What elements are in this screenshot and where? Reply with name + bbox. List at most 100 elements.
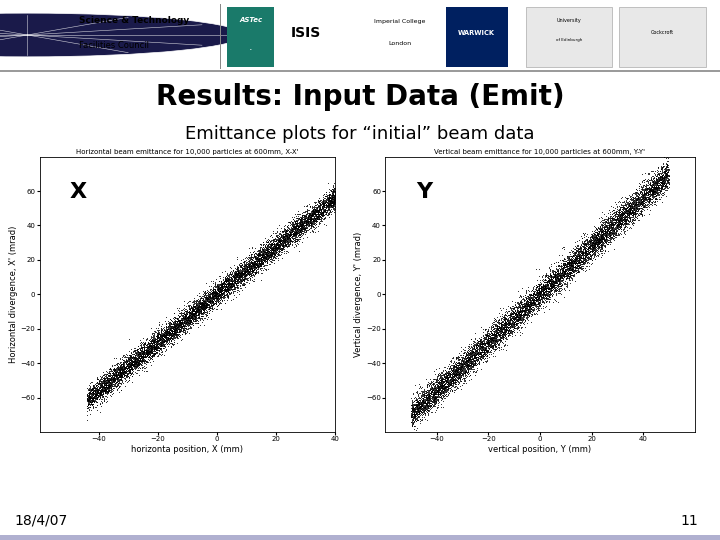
Point (264, 237, 276, 245)
Point (443, 377, 454, 386)
Point (410, 394, 422, 403)
Point (482, 341, 494, 350)
Point (94, 390, 106, 399)
Point (178, 315, 189, 324)
Point (332, 192, 343, 201)
Point (411, 387, 423, 395)
Point (274, 246, 285, 255)
Point (276, 232, 287, 241)
Point (546, 275, 558, 284)
Point (575, 246, 586, 255)
Point (423, 390, 435, 399)
Point (318, 210, 330, 219)
Point (624, 203, 636, 212)
Point (168, 325, 179, 333)
Point (652, 177, 663, 186)
Point (408, 416, 419, 424)
Point (586, 230, 598, 238)
Point (87, 387, 99, 396)
Point (273, 240, 284, 249)
Point (406, 422, 418, 430)
Point (478, 346, 490, 355)
Point (508, 323, 520, 332)
Point (409, 403, 420, 412)
Point (647, 193, 659, 201)
Point (297, 217, 309, 225)
Point (531, 303, 542, 312)
Point (635, 184, 647, 193)
Point (145, 348, 157, 357)
Point (261, 241, 273, 250)
Point (189, 306, 200, 314)
Point (433, 386, 445, 395)
Point (479, 333, 490, 342)
Point (544, 277, 556, 286)
Point (233, 267, 245, 276)
Point (434, 391, 446, 400)
Point (318, 210, 329, 218)
Point (616, 212, 628, 220)
Point (116, 371, 127, 380)
Point (259, 253, 271, 262)
Point (119, 364, 130, 373)
Point (112, 366, 123, 375)
Point (638, 185, 649, 193)
Point (582, 246, 594, 254)
Point (631, 201, 643, 210)
Point (130, 356, 142, 365)
Point (202, 303, 213, 312)
Point (159, 333, 171, 341)
Point (649, 190, 660, 198)
Point (302, 219, 313, 228)
Point (284, 228, 296, 237)
Point (454, 354, 465, 363)
Point (502, 323, 513, 332)
Point (94, 390, 105, 399)
Point (508, 302, 520, 311)
Point (556, 268, 567, 277)
Point (452, 374, 464, 383)
Point (470, 355, 482, 364)
Point (564, 262, 575, 271)
Point (604, 234, 616, 243)
Point (630, 195, 642, 204)
Point (529, 289, 541, 298)
Point (160, 322, 171, 331)
Point (304, 215, 315, 224)
Point (292, 212, 304, 221)
Point (432, 385, 444, 394)
Point (151, 343, 163, 352)
Point (495, 320, 507, 328)
Point (198, 305, 210, 314)
Point (450, 370, 462, 379)
Point (523, 294, 535, 303)
Point (278, 238, 289, 246)
Point (422, 389, 433, 398)
Point (487, 334, 499, 342)
Point (587, 248, 598, 256)
Point (652, 178, 663, 187)
Point (480, 340, 491, 349)
Point (311, 217, 323, 225)
Point (655, 183, 667, 191)
Point (478, 339, 490, 348)
Point (100, 386, 112, 394)
Point (303, 212, 315, 220)
Point (296, 220, 307, 228)
Point (258, 249, 270, 258)
Point (308, 217, 320, 226)
Point (202, 290, 214, 299)
Point (222, 285, 234, 293)
Point (444, 380, 456, 389)
Point (433, 378, 445, 387)
Point (618, 228, 629, 237)
Point (480, 325, 491, 334)
Point (124, 355, 135, 364)
Point (92, 389, 104, 398)
Point (236, 262, 248, 271)
Point (302, 212, 314, 221)
Point (477, 351, 488, 360)
Point (247, 261, 258, 269)
Point (553, 282, 564, 291)
Point (438, 372, 449, 380)
